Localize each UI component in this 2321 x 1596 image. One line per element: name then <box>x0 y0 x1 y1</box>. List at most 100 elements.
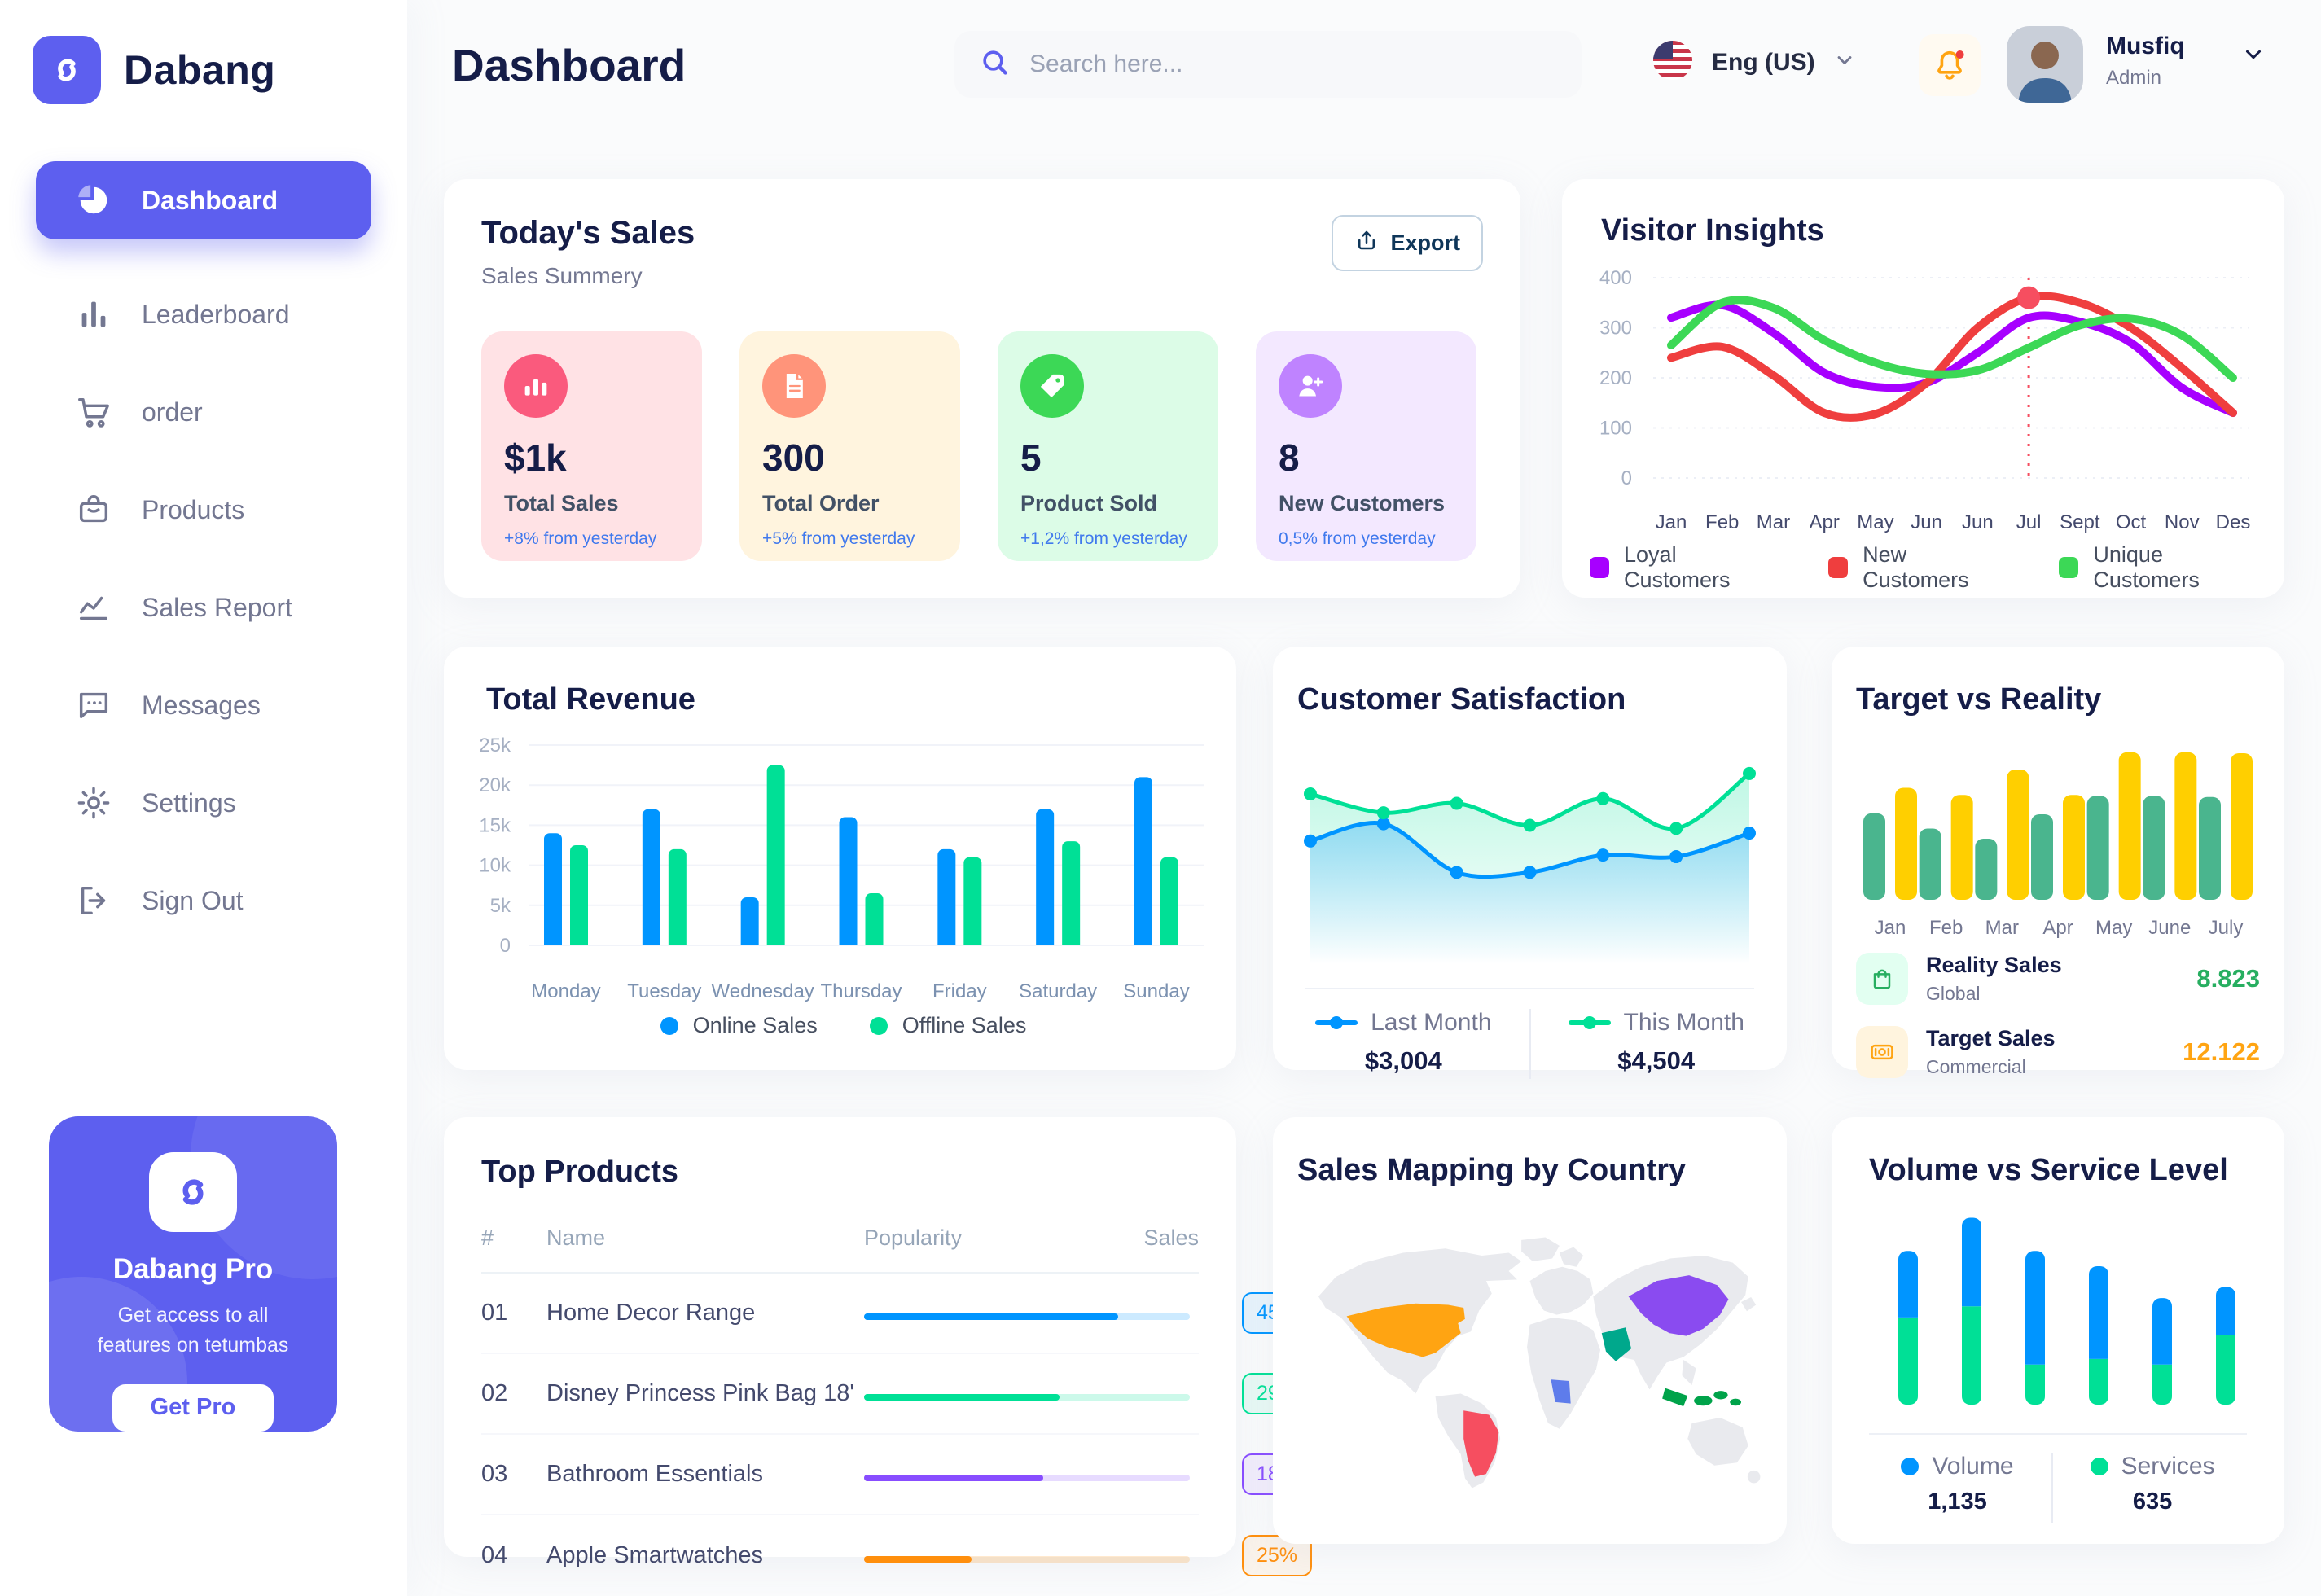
sidebar-item-dashboard[interactable]: Dashboard <box>36 161 371 239</box>
total-revenue-card: Total Revenue 0 5k 10k 15k 20k 25k Monday Tuesd… <box>444 647 1236 1070</box>
customer-satisfaction-chart <box>1297 729 1762 973</box>
chevron-down-icon <box>1833 49 1856 76</box>
sidebar-item-sales-report[interactable]: Sales Report <box>36 568 371 647</box>
sidebar-item-leaderboard[interactable]: Leaderboard <box>36 275 371 353</box>
svg-text:Jun: Jun <box>1911 511 1942 533</box>
language-label: Eng (US) <box>1712 48 1815 76</box>
bars-icon <box>75 296 112 333</box>
total-revenue-chart: 0 5k 10k 15k 20k 25k Monday Tuesday Wednesday Thu… <box>467 730 1220 1008</box>
sidebar-item-label: Dashboard <box>142 185 279 215</box>
app-name: Dabang <box>124 47 276 93</box>
volume-vs-service-title: Volume vs Service Level <box>1869 1153 2228 1187</box>
stat-card-total-sales: $1k Total Sales +8% from yesterday <box>481 331 702 561</box>
user-info: Musfiq Admin <box>2106 33 2185 90</box>
volume-vs-service-chart <box>1869 1199 2247 1422</box>
search-bar[interactable] <box>954 31 1582 98</box>
page-title: Dashboard <box>452 40 687 90</box>
legend-item: Loyal Customers <box>1590 542 1776 593</box>
legend-item: Last Month $3,004 <box>1315 1009 1492 1076</box>
stat-card-total-order: 300 Total Order +5% from yesterday <box>739 331 960 561</box>
chat-icon <box>75 686 112 724</box>
stat-value: 8 <box>1279 436 1300 479</box>
sidebar-item-messages[interactable]: Messages <box>36 666 371 744</box>
product-name: Apple Smartwatches <box>546 1542 763 1568</box>
target-vs-reality-title: Target vs Reality <box>1856 682 2102 717</box>
divider <box>2051 1453 2053 1523</box>
stat-card-product-sold: 5 Product Sold +1,2% from yesterday <box>998 331 1218 561</box>
us-flag-icon <box>1652 39 1694 86</box>
search-input[interactable] <box>1029 50 1557 78</box>
ticket-icon <box>1856 1026 1908 1078</box>
user-menu-chevron-icon[interactable] <box>2241 42 2266 71</box>
popularity-bar <box>864 1556 1190 1563</box>
legend-item: Unique Customers <box>2059 542 2262 593</box>
sidebar-item-sign-out[interactable]: Sign Out <box>36 862 371 940</box>
col-header-popularity: Popularity <box>864 1226 963 1250</box>
svg-text:Thursday: Thursday <box>820 980 902 1002</box>
legend-item: Target Sales Commercial 12.122 <box>1856 1026 2260 1078</box>
product-number: 01 <box>481 1300 508 1326</box>
sidebar-item-order[interactable]: order <box>36 373 371 451</box>
popularity-bar <box>864 1313 1190 1320</box>
divider <box>1869 1433 2247 1435</box>
sidebar-menu: Dashboard Leaderboard order Products Sales R… <box>0 161 407 940</box>
stat-delta: 0,5% from yesterday <box>1279 529 1436 548</box>
svg-text:Sept: Sept <box>2060 511 2100 533</box>
sidebar-item-settings[interactable]: Settings <box>36 764 371 842</box>
todays-sales-subtitle: Sales Summery <box>481 263 643 288</box>
popularity-bar <box>864 1394 1190 1401</box>
svg-text:0: 0 <box>1621 467 1632 489</box>
sidebar-item-products[interactable]: Products <box>36 471 371 549</box>
col-header-sales: Sales <box>1143 1226 1199 1250</box>
language-selector[interactable]: Eng (US) <box>1652 39 1856 86</box>
export-button[interactable]: Export <box>1332 215 1483 271</box>
svg-text:Friday: Friday <box>932 980 987 1002</box>
svg-text:25k: 25k <box>479 734 511 756</box>
customer-satisfaction-title: Customer Satisfaction <box>1297 682 1626 717</box>
svg-text:200: 200 <box>1599 367 1632 389</box>
user-role: Admin <box>2106 67 2162 89</box>
svg-text:20k: 20k <box>479 774 511 796</box>
get-pro-button[interactable]: Get Pro <box>112 1383 274 1432</box>
svg-text:Jan: Jan <box>1656 511 1687 533</box>
bag-icon <box>75 491 112 528</box>
map-country-dr-congo[interactable] <box>1551 1379 1571 1404</box>
user-name: Musfiq <box>2106 33 2185 59</box>
svg-text:Des: Des <box>2216 511 2251 533</box>
map-country-indonesia[interactable] <box>1662 1388 1742 1407</box>
divider <box>1529 1009 1531 1079</box>
app-logo: Dabang <box>0 0 407 104</box>
map-country-brazil[interactable] <box>1463 1410 1499 1477</box>
target-vs-reality-legend: Reality Sales Global 8.823 Target Sales Comm… <box>1856 953 2260 1078</box>
gear-icon <box>75 784 112 822</box>
divider <box>1305 988 1754 989</box>
svg-text:Jan: Jan <box>1875 917 1906 939</box>
target-vs-reality-card: Target vs Reality Jan Feb Mar Apr May June Jul… <box>1832 647 2284 1078</box>
sidebar: Dabang Dashboard Leaderboard order Products… <box>0 0 407 1596</box>
map-country-saudi-arabia[interactable] <box>1601 1327 1632 1361</box>
volume-vs-service-legend: Volume 1,135 Services 635 <box>1869 1453 2247 1523</box>
map-country-united-states[interactable] <box>1346 1303 1465 1357</box>
chart-icon <box>504 354 568 418</box>
svg-text:Jun: Jun <box>1962 511 1994 533</box>
todays-sales-title: Today's Sales <box>481 215 695 251</box>
sales-stat-cards: $1k Total Sales +8% from yesterday 300 Total… <box>481 331 1483 561</box>
notification-dot <box>1955 50 1964 59</box>
sidebar-item-label: Products <box>142 494 245 524</box>
search-icon <box>979 46 1011 83</box>
avatar[interactable] <box>2007 26 2083 103</box>
product-number: 02 <box>481 1380 508 1406</box>
pro-logo-icon <box>149 1152 237 1233</box>
map-continents <box>1318 1237 1761 1489</box>
svg-text:Jul: Jul <box>2016 511 2042 533</box>
tag-icon <box>1020 354 1084 418</box>
legend-item: This Month $4,504 <box>1568 1009 1744 1076</box>
notifications-button[interactable] <box>1919 34 1981 96</box>
legend-item: Services 635 <box>2090 1453 2215 1515</box>
svg-text:Mar: Mar <box>1985 917 2019 939</box>
map-country-china[interactable] <box>1628 1275 1729 1336</box>
stat-delta: +5% from yesterday <box>762 529 915 548</box>
visitor-insights-title: Visitor Insights <box>1601 213 1824 248</box>
